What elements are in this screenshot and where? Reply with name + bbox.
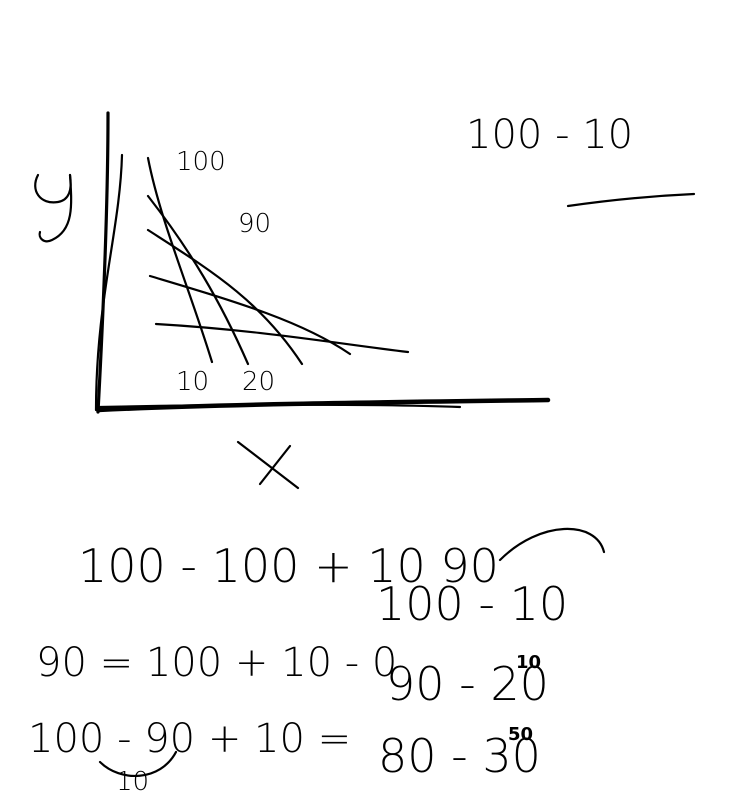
note-bottom-left: 90 = 100 + 10 - 0 100 - 90 + 10 = 10 [28, 640, 397, 793]
note-middle-text: 100 - 100 + 10 90 [78, 539, 499, 593]
note-bottom-right-line-3: 80 - 30 [378, 729, 541, 783]
curve-3 [146, 228, 304, 366]
curve-label-90: 90 [238, 209, 271, 239]
curve-label-20: 20 [242, 367, 275, 397]
note-bottom-left-line-2: 100 - 90 + 10 = [28, 716, 351, 762]
curve-label-100: 100 [176, 147, 226, 177]
y-axis-label: y [34, 173, 73, 243]
note-bottom-left-sub: 10 [116, 767, 149, 793]
curve-2 [146, 194, 250, 366]
note-bottom-left-line-1: 90 = 100 + 10 - 0 [36, 640, 397, 686]
note-top-right: 100 - 10 [466, 112, 696, 208]
curve-labels: 100 90 10 20 [176, 147, 275, 397]
note-middle: 100 - 100 + 10 90 [78, 527, 606, 593]
graph-axes [94, 111, 551, 414]
note-bottom-left-brace [98, 750, 178, 778]
x-axis-line [95, 397, 551, 413]
y-axis-line-shadow [94, 153, 124, 412]
note-bottom-right-small-2: 50 [508, 724, 533, 745]
graph-curves [146, 156, 410, 366]
note-bottom-right: 100 - 10 90 - 20 80 - 30 10 50 [376, 577, 568, 783]
note-bottom-right-line-2: 90 - 20 [386, 657, 549, 711]
x-axis-line-shadow [98, 403, 462, 409]
note-bottom-right-small-1: 10 [516, 652, 541, 673]
note-bottom-right-line-1: 100 - 10 [376, 577, 568, 631]
curve-1 [146, 156, 214, 364]
curve-5 [154, 322, 410, 354]
y-axis-line [96, 111, 110, 414]
note-middle-arc [498, 527, 606, 562]
curve-label-10: 10 [176, 367, 209, 397]
note-top-right-text: 100 - 10 [466, 112, 633, 158]
x-axis-label: X [236, 440, 300, 490]
note-top-right-underline [566, 192, 696, 208]
